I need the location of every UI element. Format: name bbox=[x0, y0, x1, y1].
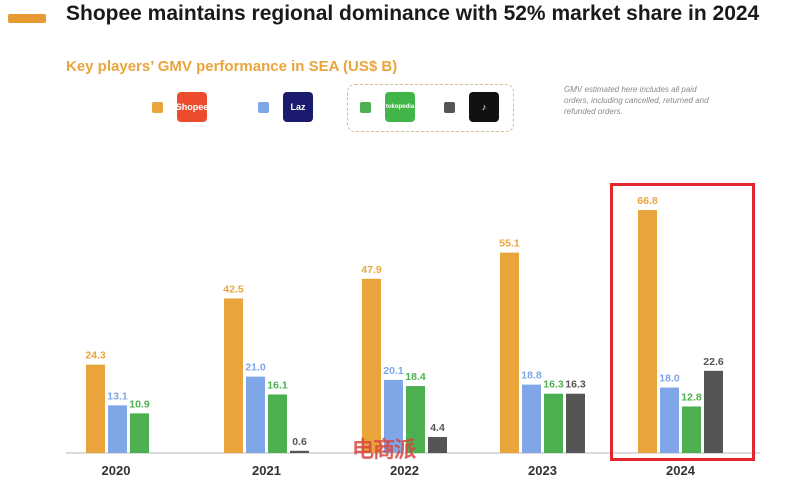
value-label-2024-series-1: 18.0 bbox=[659, 373, 680, 385]
bar-2023-series-2 bbox=[544, 393, 563, 453]
bar-2021-series-3 bbox=[290, 450, 309, 453]
value-label-2024-series-3: 22.6 bbox=[703, 356, 724, 368]
value-label-2023-series-2: 16.3 bbox=[543, 379, 564, 391]
bar-2023-series-0 bbox=[500, 252, 519, 453]
bar-2023-series-3 bbox=[566, 393, 585, 453]
value-label-2021-series-0: 42.5 bbox=[223, 283, 244, 295]
bar-2021-series-2 bbox=[268, 394, 287, 453]
value-label-2020-series-0: 24.3 bbox=[85, 350, 106, 362]
value-label-2024-series-0: 66.8 bbox=[637, 195, 658, 207]
chart-subtitle: Key players’ GMV performance in SEA (US$… bbox=[66, 58, 398, 75]
page-title: Shopee maintains regional dominance with… bbox=[66, 2, 760, 25]
legend-swatch bbox=[258, 101, 269, 113]
tokopedia-logo-icon: tokopedia bbox=[385, 92, 415, 122]
watermark: 电商派 bbox=[352, 437, 416, 462]
legend-swatch bbox=[444, 101, 455, 113]
value-label-2022-series-2: 18.4 bbox=[405, 371, 426, 383]
bar-2020-series-2 bbox=[130, 413, 149, 453]
bar-2023-series-1 bbox=[522, 384, 541, 453]
legend-item-shopee: Shopee bbox=[152, 92, 208, 122]
bar-2024-series-2 bbox=[682, 406, 701, 453]
bar-2024-series-3 bbox=[704, 370, 723, 453]
x-tick-label-2021: 2021 bbox=[252, 463, 281, 478]
value-label-2022-series-0: 47.9 bbox=[361, 264, 382, 276]
x-tick-label-2024: 2024 bbox=[666, 463, 696, 478]
x-tick-label-2022: 2022 bbox=[390, 463, 419, 478]
highlight-2024-box bbox=[610, 183, 755, 461]
legend-item-lazada: Laz bbox=[258, 92, 313, 122]
legend-swatch bbox=[152, 101, 163, 113]
tiktok-logo-icon: ♪ bbox=[469, 92, 499, 122]
legend-group-box bbox=[347, 84, 514, 132]
header-accent-bar bbox=[8, 14, 46, 23]
bar-2022-series-1 bbox=[384, 379, 403, 453]
bar-2022-series-2 bbox=[406, 386, 425, 453]
value-label-2023-series-0: 55.1 bbox=[499, 238, 520, 250]
bar-2022-series-0 bbox=[362, 278, 381, 453]
value-label-2020-series-1: 13.1 bbox=[107, 390, 128, 402]
bar-2024-series-0 bbox=[638, 210, 657, 453]
bar-2021-series-1 bbox=[246, 376, 265, 453]
bar-2020-series-0 bbox=[86, 364, 105, 453]
legend-item-tiktok: ♪ bbox=[444, 92, 499, 122]
bar-2022-series-3 bbox=[428, 436, 447, 453]
bar-2024-series-1 bbox=[660, 387, 679, 453]
value-label-2022-series-1: 20.1 bbox=[383, 365, 404, 377]
x-tick-label-2020: 2020 bbox=[102, 463, 131, 478]
x-tick-label-2023: 2023 bbox=[528, 463, 557, 478]
value-label-2021-series-2: 16.1 bbox=[267, 379, 288, 391]
bar-2021-series-0 bbox=[224, 298, 243, 453]
value-label-2024-series-2: 12.8 bbox=[681, 391, 702, 403]
value-label-2022-series-3: 4.4 bbox=[430, 422, 445, 434]
value-label-2023-series-1: 18.8 bbox=[521, 370, 542, 382]
gmv-note: GMV estimated here includes all paid ord… bbox=[564, 85, 709, 116]
bar-2020-series-1 bbox=[108, 405, 127, 453]
shopee-logo-icon: Shopee bbox=[176, 92, 208, 122]
value-label-2021-series-3: 0.6 bbox=[292, 436, 307, 448]
value-label-2021-series-1: 21.0 bbox=[245, 362, 266, 374]
value-label-2023-series-3: 16.3 bbox=[565, 379, 586, 391]
legend-swatch bbox=[360, 101, 371, 113]
value-label-2020-series-2: 10.9 bbox=[129, 398, 150, 410]
legend-item-tokopedia: tokopedia bbox=[360, 92, 415, 122]
lazada-logo-icon: Laz bbox=[283, 92, 313, 122]
